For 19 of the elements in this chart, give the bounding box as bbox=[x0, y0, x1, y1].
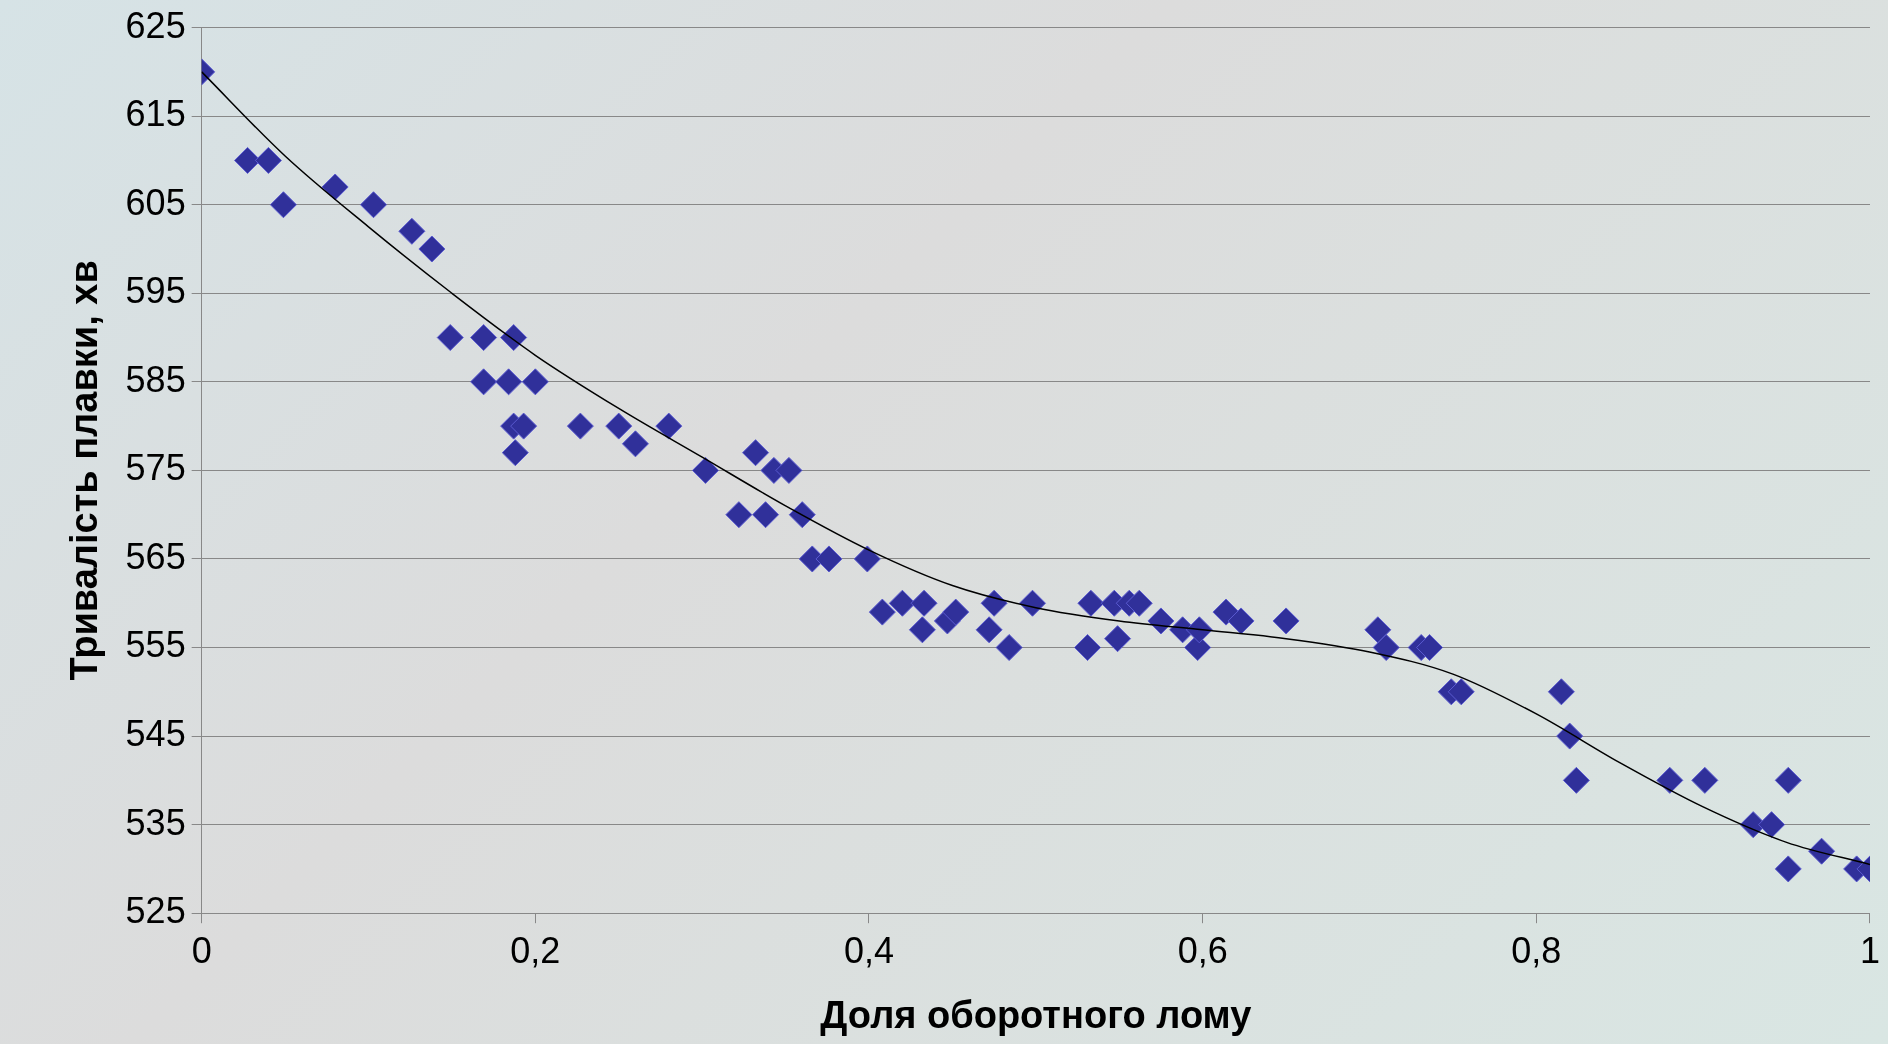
x-tick-label: 0 bbox=[191, 929, 212, 971]
y-tick-label: 565 bbox=[125, 535, 186, 577]
y-tick-label: 555 bbox=[125, 624, 186, 666]
x-tick-label: 0,6 bbox=[1177, 929, 1228, 971]
y-tick-label: 525 bbox=[125, 890, 186, 932]
y-tick-label: 535 bbox=[125, 801, 186, 843]
y-tick-label: 625 bbox=[125, 4, 186, 46]
x-tick-label: 0,2 bbox=[510, 929, 561, 971]
x-axis-title: Доля оборотного лому bbox=[820, 993, 1252, 1036]
y-tick-label: 595 bbox=[125, 270, 186, 312]
x-tick-label: 1 bbox=[1859, 929, 1880, 971]
x-tick-label: 0,4 bbox=[843, 929, 895, 971]
y-tick-label: 605 bbox=[125, 181, 186, 223]
y-tick-label: 615 bbox=[125, 93, 186, 135]
y-tick-label: 545 bbox=[125, 713, 186, 754]
y-tick-label: 575 bbox=[125, 447, 186, 489]
x-tick-label: 0,8 bbox=[1511, 929, 1562, 971]
y-axis-title: Тривалість плавки, хв bbox=[63, 260, 106, 681]
y-tick-label: 585 bbox=[125, 358, 186, 400]
